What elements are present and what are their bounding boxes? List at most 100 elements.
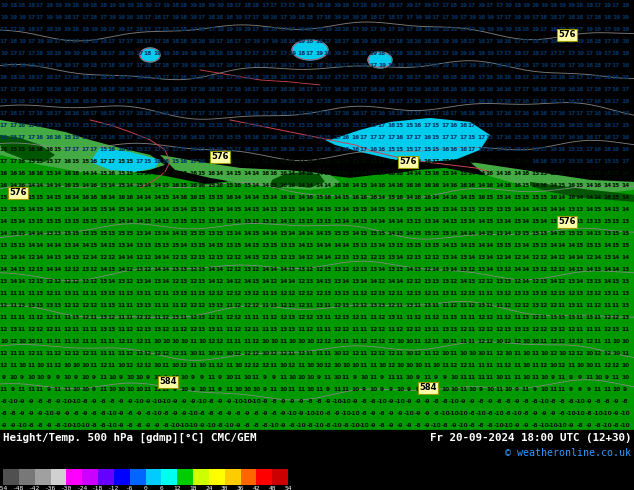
Text: -10: -10 — [539, 423, 549, 428]
Text: 18: 18 — [540, 16, 548, 21]
Text: 15: 15 — [243, 183, 251, 188]
Text: 15: 15 — [540, 123, 548, 128]
Text: 11: 11 — [468, 315, 476, 320]
Text: 15: 15 — [261, 196, 269, 200]
Text: 17: 17 — [333, 123, 341, 128]
Text: 14: 14 — [405, 172, 413, 176]
Text: 12: 12 — [315, 339, 323, 344]
Text: 18: 18 — [306, 111, 314, 117]
Text: 15: 15 — [414, 159, 422, 165]
Text: 14: 14 — [207, 244, 215, 248]
Text: 17: 17 — [36, 87, 44, 93]
Text: -9: -9 — [424, 411, 430, 416]
Text: 11: 11 — [396, 375, 404, 380]
Text: -9: -9 — [550, 411, 556, 416]
Polygon shape — [0, 120, 165, 175]
Text: 13: 13 — [351, 255, 359, 260]
Text: -8: -8 — [1, 411, 8, 416]
Text: 17: 17 — [369, 27, 377, 32]
Text: 16: 16 — [540, 135, 548, 141]
Text: 18: 18 — [9, 75, 17, 80]
Text: 15: 15 — [432, 231, 440, 236]
Text: 15: 15 — [342, 172, 350, 176]
Text: 17: 17 — [396, 16, 404, 21]
Text: 18: 18 — [72, 3, 80, 8]
Text: -9: -9 — [280, 411, 286, 416]
Text: 14: 14 — [54, 183, 62, 188]
Text: 15: 15 — [414, 207, 422, 212]
Text: 11: 11 — [9, 303, 17, 308]
Text: 15: 15 — [576, 147, 584, 152]
Text: 17: 17 — [603, 40, 611, 45]
Text: 17: 17 — [441, 123, 449, 128]
Text: 11: 11 — [18, 387, 26, 392]
Text: 17: 17 — [558, 159, 566, 165]
Text: 18: 18 — [324, 16, 332, 21]
Text: 13: 13 — [36, 303, 44, 308]
Text: 10: 10 — [81, 387, 89, 392]
Text: -9: -9 — [487, 399, 493, 404]
Text: 10: 10 — [135, 375, 143, 380]
Text: 13: 13 — [324, 279, 332, 284]
Text: 17: 17 — [576, 27, 584, 32]
Text: -12: -12 — [108, 486, 119, 490]
Text: 14: 14 — [171, 231, 179, 236]
Text: 17: 17 — [576, 99, 584, 104]
Text: 12: 12 — [207, 315, 215, 320]
Text: 14: 14 — [324, 244, 332, 248]
Text: 11: 11 — [414, 303, 422, 308]
Text: 11: 11 — [153, 315, 161, 320]
Text: 17: 17 — [90, 75, 98, 80]
Text: 13: 13 — [306, 279, 314, 284]
Text: 15: 15 — [99, 183, 107, 188]
Text: 19: 19 — [504, 3, 512, 8]
Text: 12: 12 — [9, 339, 17, 344]
Text: 14: 14 — [396, 207, 404, 212]
Text: 11: 11 — [225, 387, 233, 392]
Text: 16: 16 — [189, 183, 197, 188]
Text: 13: 13 — [450, 315, 458, 320]
Bar — [272, 469, 288, 485]
Text: 17: 17 — [315, 111, 323, 117]
Text: 16: 16 — [531, 75, 539, 80]
Polygon shape — [292, 40, 328, 60]
Text: 18: 18 — [315, 40, 323, 45]
Text: 17: 17 — [513, 99, 521, 104]
Text: -8: -8 — [163, 411, 169, 416]
Text: 11: 11 — [441, 303, 449, 308]
Text: 10: 10 — [108, 375, 116, 380]
Text: 13: 13 — [405, 303, 413, 308]
Text: 19: 19 — [486, 16, 494, 21]
Text: 15: 15 — [135, 183, 143, 188]
Text: 12: 12 — [288, 292, 296, 296]
Text: 14: 14 — [153, 196, 161, 200]
Text: 15: 15 — [36, 159, 44, 165]
Text: 13: 13 — [342, 255, 350, 260]
Text: 17: 17 — [225, 99, 233, 104]
Text: 14: 14 — [270, 196, 278, 200]
Text: -18: -18 — [93, 486, 103, 490]
Text: 19: 19 — [468, 16, 476, 21]
Text: -8: -8 — [271, 411, 277, 416]
Text: -10: -10 — [250, 399, 261, 404]
Text: 16: 16 — [144, 75, 152, 80]
Text: 15: 15 — [576, 159, 584, 165]
Text: 14: 14 — [603, 183, 611, 188]
Text: 14: 14 — [144, 172, 152, 176]
Text: 16: 16 — [342, 183, 350, 188]
Text: 13: 13 — [288, 303, 296, 308]
Text: 16: 16 — [423, 196, 431, 200]
Text: 17: 17 — [603, 51, 611, 56]
Text: 14: 14 — [387, 183, 395, 188]
Text: 17: 17 — [216, 40, 224, 45]
Text: 17: 17 — [234, 99, 242, 104]
Text: 12: 12 — [180, 363, 188, 368]
Text: 18: 18 — [54, 27, 62, 32]
Text: 16: 16 — [522, 111, 530, 117]
Text: 17: 17 — [279, 3, 287, 8]
Text: -9: -9 — [46, 423, 52, 428]
Text: 16: 16 — [90, 159, 98, 165]
Text: 14: 14 — [144, 207, 152, 212]
Text: 15: 15 — [324, 159, 332, 165]
Text: 10: 10 — [9, 375, 17, 380]
